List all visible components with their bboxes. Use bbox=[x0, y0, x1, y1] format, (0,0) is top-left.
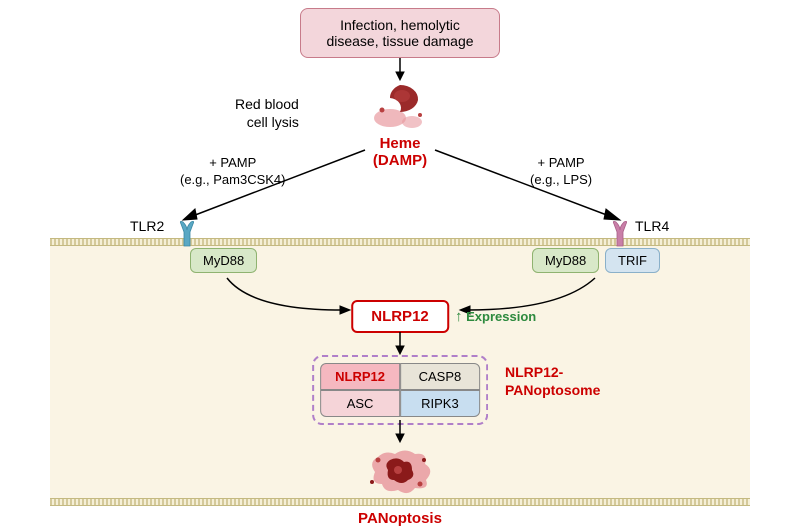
pano-casp8-cell: CASP8 bbox=[400, 363, 480, 390]
myd88-right-box: MyD88 bbox=[532, 248, 599, 273]
trif-box: TRIF bbox=[605, 248, 660, 273]
arrow-panoptosome-panoptosis bbox=[394, 420, 406, 444]
arrow-heme-tlr4 bbox=[430, 145, 630, 230]
membrane-top bbox=[50, 238, 750, 246]
arrow-myd88-left-nlrp12 bbox=[222, 275, 357, 320]
arrow-heme-tlr2 bbox=[175, 145, 370, 230]
myd88-left-box: MyD88 bbox=[190, 248, 257, 273]
panoptosis-cell-icon bbox=[360, 442, 440, 507]
heme-text: Heme bbox=[380, 135, 421, 152]
trigger-text: Infection, hemolytic disease, tissue dam… bbox=[326, 17, 473, 49]
pano-ripk3-cell: RIPK3 bbox=[400, 390, 480, 417]
panoptosome-grid: NLRP12 CASP8 ASC RIPK3 bbox=[320, 363, 480, 417]
rbc-lysis-label: Red blood cell lysis bbox=[235, 95, 299, 131]
diagram-container: Infection, hemolytic disease, tissue dam… bbox=[0, 0, 800, 530]
panoptosome-label: NLRP12- PANoptosome bbox=[505, 363, 600, 399]
rbc-icon bbox=[370, 80, 430, 140]
rbc-line1: Red blood bbox=[235, 96, 299, 112]
nlrp12-box: NLRP12 bbox=[351, 300, 449, 333]
panoptosome-complex: NLRP12 CASP8 ASC RIPK3 bbox=[312, 355, 488, 425]
trigger-box: Infection, hemolytic disease, tissue dam… bbox=[300, 8, 500, 58]
pano-nlrp12-cell: NLRP12 bbox=[320, 363, 400, 390]
tlr2-label: TLR2 bbox=[130, 218, 164, 234]
pano-asc-cell: ASC bbox=[320, 390, 400, 417]
damp-text: (DAMP) bbox=[373, 152, 427, 169]
heme-label: Heme (DAMP) bbox=[373, 135, 427, 169]
panoptosome-label-line2: PANoptosome bbox=[505, 382, 600, 398]
arrow-nlrp12-panoptosome bbox=[394, 332, 406, 356]
expression-arrow-icon: ↑ bbox=[455, 308, 463, 325]
panoptosome-label-line1: NLRP12- bbox=[505, 364, 563, 380]
expression-text: Expression bbox=[466, 309, 536, 324]
expression-label: ↑ Expression bbox=[455, 308, 536, 325]
tlr4-label: TLR4 bbox=[635, 218, 669, 234]
arrow-trigger-rbc bbox=[394, 58, 406, 82]
rbc-line2: cell lysis bbox=[247, 114, 299, 130]
panoptosis-label: PANoptosis bbox=[358, 510, 442, 527]
